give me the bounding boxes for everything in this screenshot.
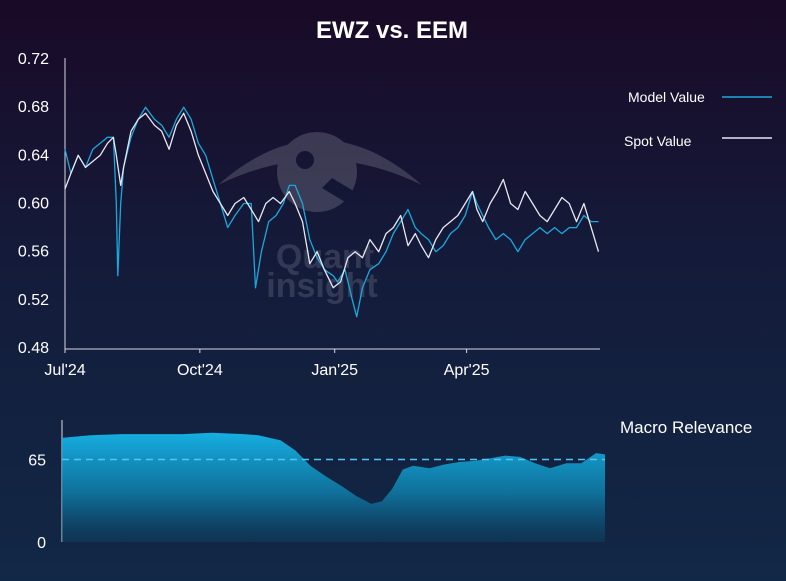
- y-tick-label: 0.48: [18, 340, 49, 357]
- x-tick-label: Jul'24: [44, 362, 85, 379]
- main-series-group: [64, 106, 600, 318]
- legend-label-spot-value: Spot Value: [624, 133, 692, 149]
- chart-title: EWZ vs. EEM: [316, 17, 468, 44]
- x-tick-label: Jan'25: [311, 362, 358, 379]
- y-tick-label: 0.72: [18, 51, 49, 68]
- macro-y-tick-label: 0: [37, 535, 46, 552]
- watermark-text-2: insight: [266, 267, 377, 305]
- y-tick-label: 0.68: [18, 99, 49, 116]
- y-tick-label: 0.56: [18, 244, 49, 261]
- main-plot-axes: [64, 58, 600, 350]
- series-line-spot-value: [64, 112, 600, 289]
- main-y-ticks: 0.72 0.68 0.64 0.60 0.56 0.52 0.48: [18, 51, 49, 357]
- watermark-logo: [218, 132, 422, 212]
- legend-label-model-value: Model Value: [628, 89, 705, 105]
- macro-relevance-label: Macro Relevance: [620, 418, 752, 437]
- y-tick-label: 0.64: [18, 147, 49, 164]
- x-tick-label: Oct'24: [177, 362, 223, 379]
- macro-area-group: [62, 432, 605, 542]
- macro-y-ticks: 65 0: [28, 452, 46, 552]
- macro-relevance-area: [62, 432, 605, 542]
- x-tick-label: Apr'25: [444, 362, 490, 379]
- y-tick-label: 0.60: [18, 196, 49, 213]
- macro-y-tick-label: 65: [28, 452, 46, 469]
- legend: Model Value Spot Value: [624, 89, 772, 149]
- main-x-ticks: Jul'24 Oct'24 Jan'25 Apr'25: [44, 349, 490, 379]
- y-tick-label: 0.52: [18, 292, 49, 309]
